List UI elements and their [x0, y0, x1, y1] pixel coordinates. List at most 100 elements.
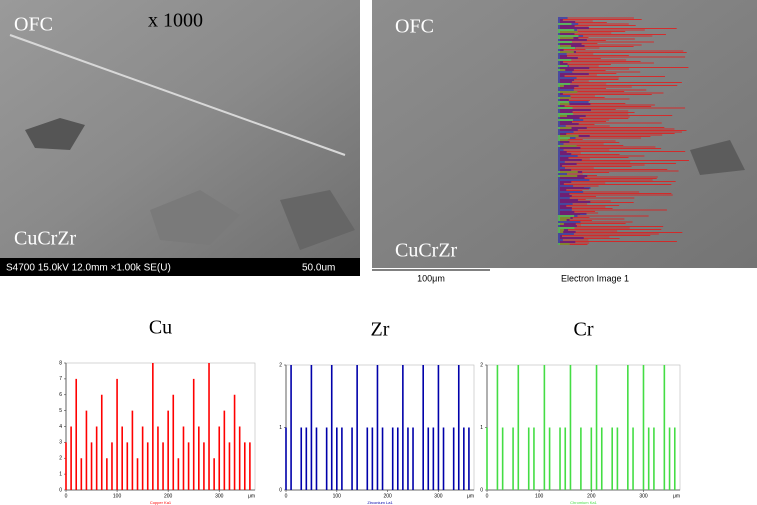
bar	[167, 410, 169, 490]
x-tick-label: 200	[383, 493, 392, 499]
label: x 1000	[148, 10, 203, 32]
bar	[647, 427, 650, 490]
bar	[131, 410, 134, 490]
bar	[356, 365, 358, 490]
bar	[442, 427, 445, 490]
bar	[290, 365, 292, 490]
bar	[463, 427, 465, 490]
x-tick-label: 0	[65, 493, 68, 499]
label: OFC	[395, 16, 434, 38]
label: CuCrZr	[14, 228, 77, 250]
bar	[396, 427, 399, 490]
bar	[501, 427, 504, 490]
x-tick-label: 300	[215, 493, 224, 499]
bar	[371, 427, 374, 490]
plot-frame	[65, 362, 256, 491]
scale-label: 50.0um	[302, 263, 335, 274]
bar	[391, 427, 394, 490]
y-tick-label: 1	[59, 471, 62, 477]
bar	[198, 426, 200, 490]
bar	[543, 365, 546, 490]
bar	[177, 458, 180, 490]
bar	[157, 426, 159, 490]
y-tick-label: 5	[59, 408, 62, 414]
sem-image-right: OFC CuCrZr 100μm Electron Image 1	[372, 0, 757, 283]
x-tick-label: 100	[333, 493, 342, 499]
bar	[548, 427, 551, 490]
bar	[341, 427, 343, 490]
bar	[249, 442, 251, 490]
bar	[616, 427, 619, 490]
bar	[590, 427, 593, 490]
chart-title: Zr	[371, 319, 390, 341]
bar	[121, 426, 123, 490]
sem-image-left: OFC x 1000 CuCrZr S4700 15.0kV 12.0mm ×1…	[0, 0, 360, 276]
chart-title: Cr	[574, 319, 594, 341]
bar	[653, 427, 655, 490]
bar	[422, 365, 424, 490]
bar	[162, 442, 164, 490]
bar	[192, 378, 195, 490]
bar	[351, 427, 353, 490]
bar	[187, 442, 190, 490]
bar	[407, 427, 409, 490]
bar	[517, 365, 520, 490]
caption: Electron Image 1	[561, 273, 629, 283]
bar	[412, 427, 414, 490]
bar	[330, 365, 333, 490]
bar	[90, 442, 93, 490]
y-tick-label: 1	[480, 425, 483, 431]
x-tick-label: 0	[285, 493, 288, 499]
bar	[381, 427, 384, 490]
bar	[559, 427, 561, 490]
bar	[402, 365, 404, 490]
bar	[527, 427, 530, 490]
bar	[632, 427, 634, 490]
bar	[111, 442, 113, 490]
bar	[564, 427, 567, 490]
bar	[496, 365, 499, 490]
bar	[172, 394, 175, 490]
bar	[141, 426, 144, 490]
bar	[85, 410, 88, 490]
line-scan-overlay	[558, 17, 689, 245]
y-tick-label: 2	[59, 456, 62, 462]
x-axis-label: Zirconium La1	[367, 500, 393, 505]
bar	[432, 427, 435, 490]
x-tick-label: 300	[639, 493, 648, 499]
x-tick-label: 100	[113, 493, 122, 499]
x-tick-label: 200	[164, 493, 173, 499]
plot-frame	[486, 364, 681, 491]
bar	[486, 427, 488, 490]
y-tick-label: 7	[59, 376, 62, 382]
label: CuCrZr	[395, 240, 458, 262]
plot-frame	[285, 364, 475, 491]
bar	[457, 365, 460, 490]
info-bar: S4700 15.0kV 12.0mm ×1.00k SE(U)	[6, 263, 171, 274]
bar	[663, 365, 666, 490]
y-tick-label: 0	[59, 487, 62, 493]
y-tick-label: 2	[279, 362, 282, 368]
bar	[673, 427, 676, 490]
bar	[218, 426, 221, 490]
x-unit: μm	[673, 493, 680, 499]
bar	[600, 427, 603, 490]
y-tick-label: 0	[480, 487, 483, 493]
y-tick-label: 3	[59, 440, 62, 446]
bar	[238, 426, 241, 490]
bar	[116, 378, 118, 490]
x-axis-label: Chromium Ka1	[570, 500, 597, 505]
bar	[512, 427, 514, 490]
bar	[366, 427, 369, 490]
bar	[595, 365, 598, 490]
chart-title: Cu	[149, 317, 172, 339]
bar	[336, 427, 338, 490]
scale-label: 100μm	[417, 273, 445, 283]
y-tick-label: 1	[279, 425, 282, 431]
bar	[580, 427, 582, 490]
bar	[228, 442, 231, 490]
bar	[627, 365, 629, 490]
bar	[310, 365, 313, 490]
bar	[70, 426, 72, 490]
y-tick-label: 6	[59, 392, 62, 398]
